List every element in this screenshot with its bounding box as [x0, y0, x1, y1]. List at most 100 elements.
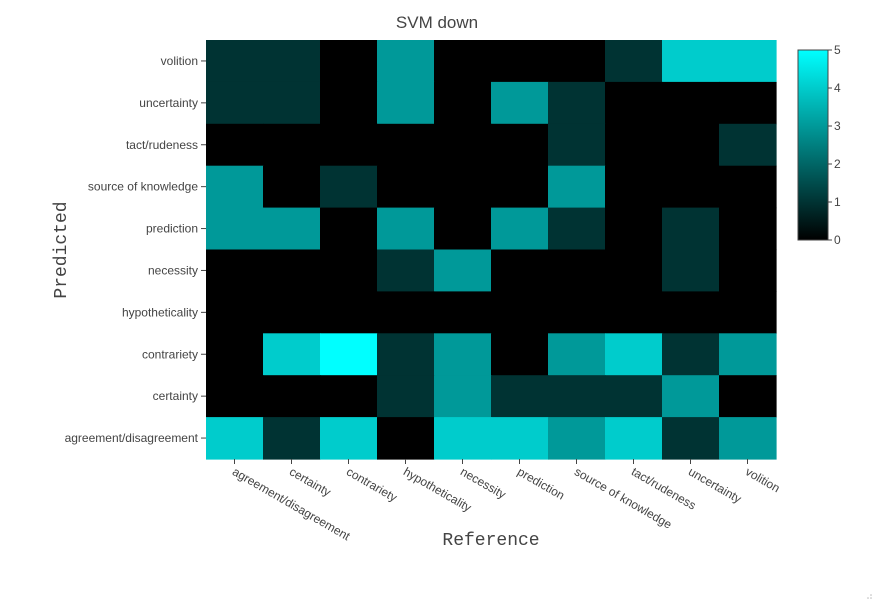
heatmap-cell — [548, 207, 606, 251]
heatmap-cell — [605, 207, 663, 251]
y-tick-label: uncertainty — [139, 96, 198, 110]
heatmap-cell — [719, 123, 777, 167]
heatmap-cell — [662, 417, 720, 460]
heatmap-cell — [206, 40, 264, 83]
heatmap-cell — [206, 291, 264, 334]
y-axis-title: Predicted — [52, 201, 72, 298]
heatmap-cell — [605, 375, 663, 418]
heatmap-cell — [605, 333, 663, 376]
heatmap-cell — [263, 417, 321, 460]
colorbar-ticks: 0 1 2 3 4 5 — [828, 43, 841, 247]
heatmap-cell — [491, 375, 549, 418]
x-tick-label: necessity — [458, 464, 508, 501]
y-tick-label: source of knowledge — [88, 180, 198, 194]
heatmap-cell — [491, 291, 549, 334]
heatmap-cell — [605, 291, 663, 334]
heatmap-cell — [662, 291, 720, 334]
heatmap-cell — [434, 249, 492, 292]
heatmap-cell — [491, 81, 549, 125]
heatmap-cell — [548, 81, 606, 125]
heatmap-cell — [719, 249, 777, 292]
heatmap-cell — [320, 417, 378, 460]
heatmap-cell — [491, 207, 549, 251]
heatmap-cell — [548, 333, 606, 376]
heatmap-cell — [491, 333, 549, 376]
y-tick-labels: volition uncertainty tact/rudeness source o… — [65, 54, 206, 445]
heatmap-cell — [263, 375, 321, 418]
heatmap-cell — [719, 165, 777, 209]
y-tick-label: necessity — [148, 263, 198, 277]
heatmap-cell — [434, 123, 492, 167]
heatmap-cell — [263, 40, 321, 83]
heatmap-cell — [320, 40, 378, 83]
colorbar-gradient — [797, 49, 829, 241]
heatmap-cell — [377, 81, 435, 125]
chart-title: SVM down — [396, 13, 478, 32]
heatmap-cells — [206, 40, 777, 460]
heatmap-cell — [605, 165, 663, 209]
heatmap-cell — [434, 207, 492, 251]
heatmap-cell — [491, 123, 549, 167]
heatmap-cell — [206, 81, 264, 125]
heatmap-cell — [719, 291, 777, 334]
heatmap-cell — [662, 123, 720, 167]
heatmap-cell — [662, 249, 720, 292]
y-tick-label: hypotheticality — [122, 305, 198, 319]
heatmap-cell — [548, 249, 606, 292]
heatmap-cell — [263, 123, 321, 167]
resize-grip-icon[interactable] — [864, 591, 872, 599]
heatmap-cell — [548, 40, 606, 83]
heatmap-cell — [206, 207, 264, 251]
heatmap-cell — [434, 40, 492, 83]
heatmap-cell — [548, 375, 606, 418]
colorbar-tick-label: 5 — [834, 43, 841, 57]
heatmap-cell — [719, 375, 777, 418]
heatmap-cell — [491, 417, 549, 460]
heatmap-cell — [662, 40, 720, 83]
heatmap-cell — [605, 123, 663, 167]
x-tick-label: contrariety — [344, 464, 400, 504]
heatmap-cell — [263, 207, 321, 251]
heatmap-cell — [320, 375, 378, 418]
heatmap-cell — [263, 291, 321, 334]
heatmap-cell — [434, 165, 492, 209]
heatmap-cell — [605, 417, 663, 460]
heatmap-cell — [605, 81, 663, 125]
heatmap-cell — [377, 333, 435, 376]
heatmap-cell — [377, 207, 435, 251]
colorbar-tick-label: 3 — [834, 119, 841, 133]
heatmap-cell — [320, 291, 378, 334]
colorbar-tick-label: 2 — [834, 157, 841, 171]
x-axis-title: Reference — [442, 531, 539, 551]
heatmap-cell — [206, 249, 264, 292]
heatmap-cell — [491, 249, 549, 292]
heatmap-cell — [320, 81, 378, 125]
x-tick-label: volition — [743, 464, 782, 495]
heatmap-cell — [206, 123, 264, 167]
heatmap-cell — [320, 165, 378, 209]
heatmap-cell — [719, 40, 777, 83]
colorbar-tick-label: 0 — [834, 233, 841, 247]
heatmap-cell — [206, 417, 264, 460]
heatmap-cell — [206, 375, 264, 418]
heatmap-cell — [548, 417, 606, 460]
heatmap-cell — [320, 333, 378, 376]
heatmap-cell — [491, 165, 549, 209]
colorbar: 0 1 2 3 4 5 — [797, 43, 841, 247]
heatmap-cell — [377, 375, 435, 418]
heatmap-cell — [719, 207, 777, 251]
heatmap-cell — [662, 333, 720, 376]
heatmap-cell — [434, 417, 492, 460]
y-tick-label: volition — [161, 54, 198, 68]
heatmap-cell — [434, 333, 492, 376]
heatmap-cell — [434, 375, 492, 418]
heatmap-cell — [377, 40, 435, 83]
heatmap-cell — [377, 291, 435, 334]
heatmap-cell — [548, 291, 606, 334]
heatmap-cell — [263, 333, 321, 376]
heatmap-cell — [320, 249, 378, 292]
heatmap-cell — [605, 249, 663, 292]
heatmap-cell — [377, 249, 435, 292]
heatmap-cell — [320, 207, 378, 251]
heatmap-cell — [263, 81, 321, 125]
